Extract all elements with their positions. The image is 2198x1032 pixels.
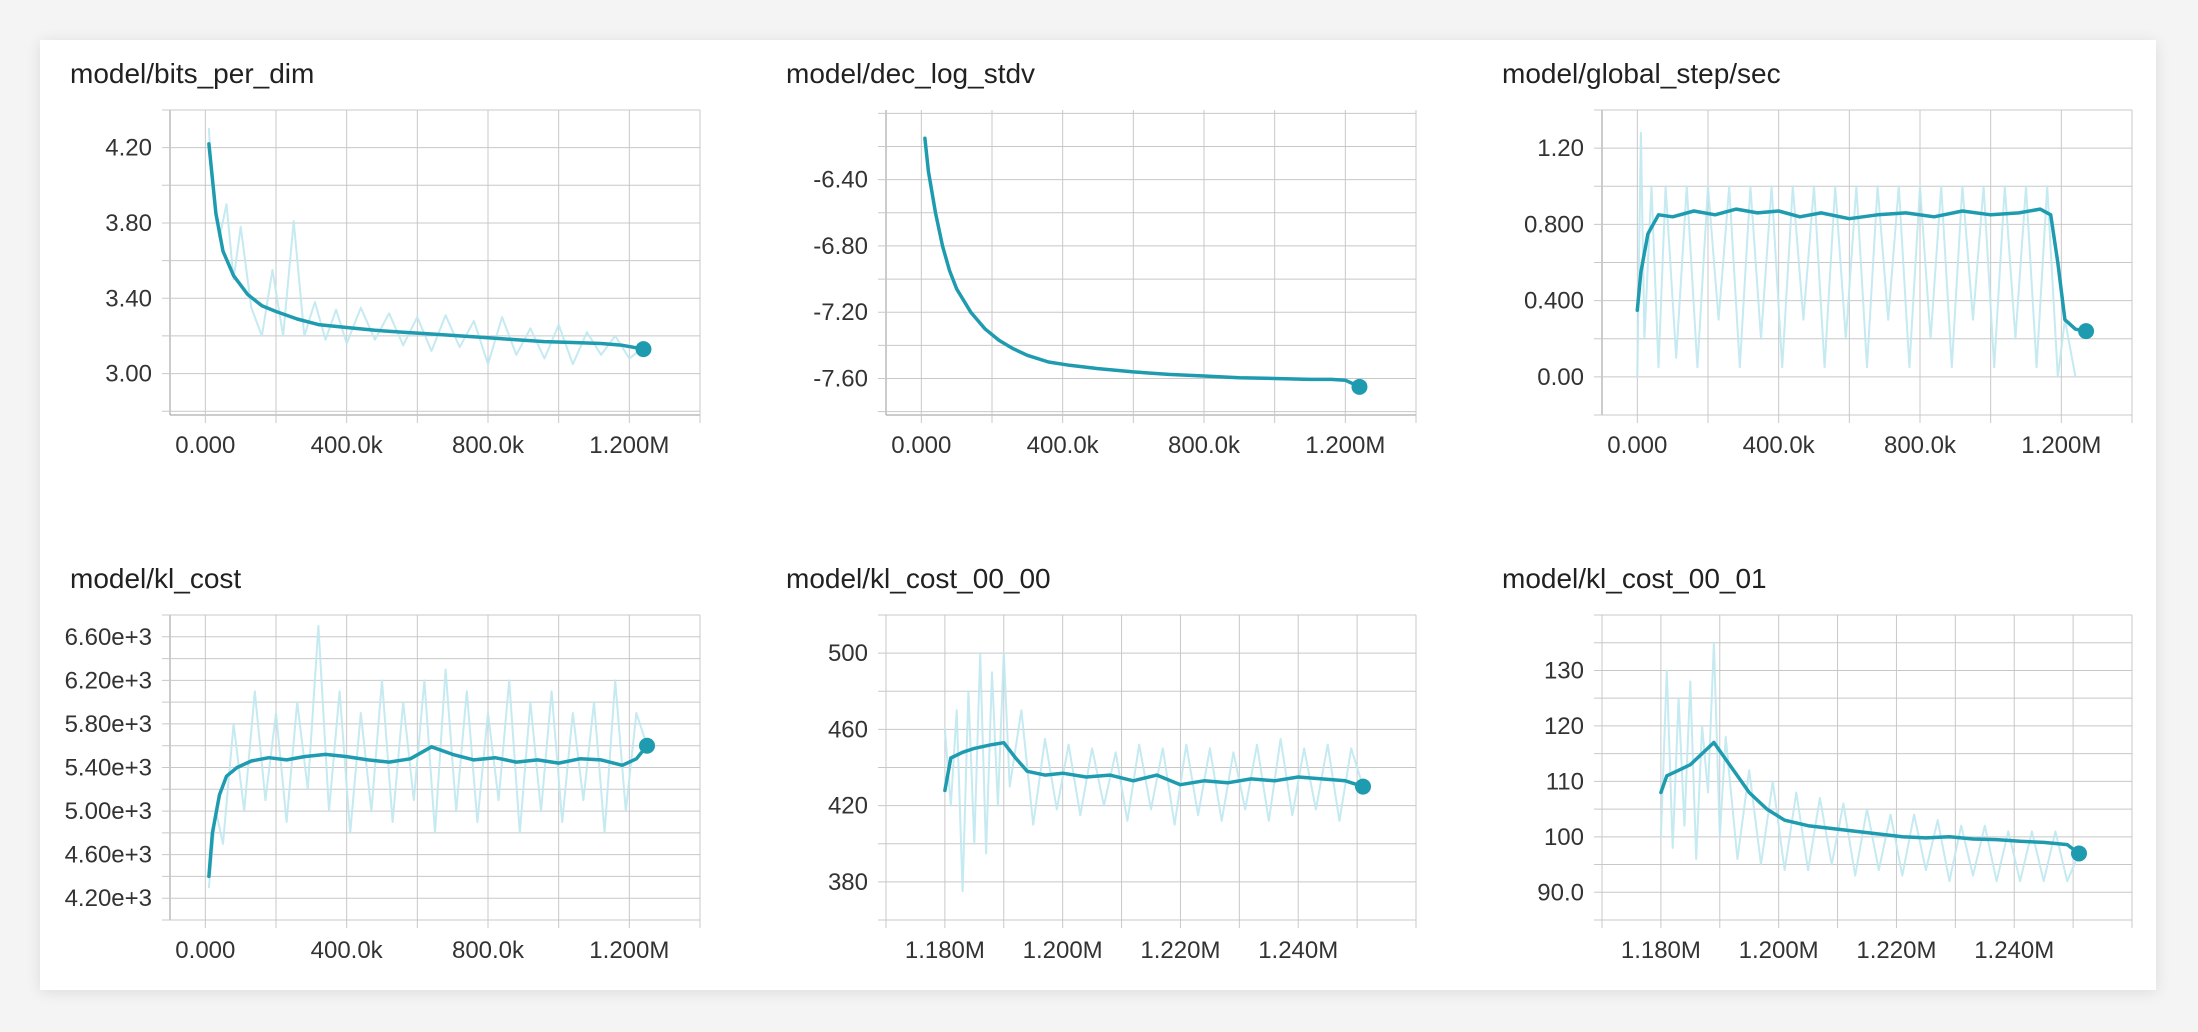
x-tick-label: 400.0k bbox=[1743, 432, 1816, 459]
x-tick-label: 1.220M bbox=[1140, 937, 1220, 964]
raw-series-line bbox=[943, 652, 1364, 893]
x-tick-label: 800.0k bbox=[1168, 432, 1241, 459]
last-value-marker bbox=[2071, 845, 2087, 862]
charts-panel: 3.00 3.40 3.80 4.20 0.000 400.0k 800.0k 1.200M … bbox=[40, 40, 2156, 990]
y-tick-label: 5.40e+3 bbox=[65, 755, 152, 782]
x-tick-label: 1.200M bbox=[1739, 937, 1819, 964]
smoothed-series-line bbox=[1635, 207, 2088, 333]
x-tick-label: 1.200M bbox=[589, 937, 669, 964]
y-tick-label: 500 bbox=[828, 640, 868, 667]
y-tick-label: 5.00e+3 bbox=[65, 798, 152, 825]
last-value-marker bbox=[1355, 778, 1371, 795]
y-tick-label: 0.00 bbox=[1537, 364, 1584, 391]
x-tick-label: 800.0k bbox=[1884, 432, 1957, 459]
x-tick-label: 1.240M bbox=[1974, 937, 2054, 964]
last-value-marker bbox=[2078, 323, 2095, 340]
raw-series-line bbox=[1636, 131, 2077, 378]
y-tick-label: 1.20 bbox=[1537, 135, 1584, 162]
y-tick-label: 460 bbox=[828, 716, 868, 743]
y-tick-label: 6.60e+3 bbox=[65, 624, 152, 651]
x-tick-label: 800.0k bbox=[452, 432, 525, 459]
x-tick-label: 1.200M bbox=[589, 432, 669, 459]
chart-card-dec-log-stdv: -7.60 -7.20 -6.80 -6.40 0.000 400.0k 800.0k 1.2… bbox=[756, 40, 1456, 520]
x-tick-label: 1.180M bbox=[1621, 937, 1701, 964]
chart-kl-cost[interactable]: 4.20e+3 4.60e+3 5.00e+3 5.40e+3 5.80e+3 6.20e… bbox=[40, 545, 740, 1025]
y-tick-label: 4.20 bbox=[105, 135, 152, 162]
y-tick-label: 3.00 bbox=[105, 361, 152, 388]
x-tick-label: 1.200M bbox=[2021, 432, 2101, 459]
chart-title-kl-cost-00-00: model/kl_cost_00_00 bbox=[786, 563, 1051, 594]
x-tick-label: 0.000 bbox=[175, 937, 235, 964]
y-tick-label: 4.60e+3 bbox=[65, 842, 152, 869]
y-tick-label: 3.40 bbox=[105, 285, 152, 312]
x-tick-label: 0.000 bbox=[1607, 432, 1667, 459]
chart-card-kl-cost-00-00: 380 420 460 500 1.180M 1.200M 1.220M 1.240M mod… bbox=[756, 545, 1456, 1025]
y-tick-label: 130 bbox=[1544, 657, 1584, 684]
x-tick-label: 1.200M bbox=[1305, 432, 1385, 459]
y-tick-label: 5.80e+3 bbox=[65, 711, 152, 738]
x-tick-label: 1.220M bbox=[1856, 937, 1936, 964]
y-tick-label: 3.80 bbox=[105, 210, 152, 237]
y-tick-label: 420 bbox=[828, 793, 868, 820]
chart-card-kl-cost-00-01: 90.0 100 110 120 130 1.180M 1.200M 1.220M 1.240M… bbox=[1472, 545, 2172, 1025]
last-value-marker bbox=[1351, 378, 1368, 395]
y-tick-label: 0.800 bbox=[1524, 211, 1584, 238]
chart-card-bits-per-dim: 3.00 3.40 3.80 4.20 0.000 400.0k 800.0k 1.200M … bbox=[40, 40, 740, 520]
chart-card-kl-cost: 4.20e+3 4.60e+3 5.00e+3 5.40e+3 5.80e+3 6.20e… bbox=[40, 545, 740, 1025]
y-tick-label: 6.20e+3 bbox=[65, 667, 152, 694]
y-tick-label: -6.80 bbox=[813, 233, 868, 260]
y-tick-label: -7.20 bbox=[813, 299, 868, 326]
chart-global-step-sec[interactable]: 0.00 0.400 0.800 1.20 0.000 400.0k 800.0k 1.200… bbox=[1472, 40, 2172, 520]
chart-title-kl-cost-00-01: model/kl_cost_00_01 bbox=[1502, 563, 1767, 594]
chart-title-kl-cost: model/kl_cost bbox=[70, 563, 242, 594]
raw-series-line bbox=[207, 127, 645, 366]
chart-kl-cost-00-00[interactable]: 380 420 460 500 1.180M 1.200M 1.220M 1.240M bbox=[756, 545, 1456, 1025]
x-tick-label: 400.0k bbox=[1027, 432, 1100, 459]
y-tick-label: 90.0 bbox=[1537, 879, 1584, 906]
smoothed-series-line bbox=[943, 740, 1365, 793]
y-tick-label: 380 bbox=[828, 869, 868, 896]
x-tick-label: 0.000 bbox=[891, 432, 951, 459]
chart-title-dec-log-stdv: model/dec_log_stdv bbox=[786, 58, 1036, 89]
raw-series-line bbox=[207, 624, 648, 889]
x-tick-label: 400.0k bbox=[311, 937, 384, 964]
smoothed-series-line bbox=[207, 743, 649, 879]
smoothed-series-line bbox=[207, 142, 646, 351]
y-tick-label: -7.60 bbox=[813, 366, 868, 393]
y-tick-label: 0.400 bbox=[1524, 288, 1584, 315]
chart-kl-cost-00-01[interactable]: 90.0 100 110 120 130 1.180M 1.200M 1.220M 1.240M bbox=[1472, 545, 2172, 1025]
x-tick-label: 1.240M bbox=[1258, 937, 1338, 964]
x-tick-label: 1.180M bbox=[905, 937, 985, 964]
y-tick-label: 110 bbox=[1546, 768, 1584, 795]
y-tick-label: -6.40 bbox=[813, 167, 868, 194]
chart-title-bits-per-dim: model/bits_per_dim bbox=[70, 58, 315, 89]
smoothed-series-line bbox=[923, 136, 1362, 389]
x-tick-label: 400.0k bbox=[311, 432, 384, 459]
y-tick-label: 120 bbox=[1544, 713, 1584, 740]
raw-series-line bbox=[1659, 641, 2080, 883]
last-value-marker bbox=[639, 737, 655, 754]
last-value-marker bbox=[635, 341, 652, 358]
smoothed-series-line bbox=[1659, 740, 2081, 856]
y-tick-label: 100 bbox=[1544, 824, 1584, 851]
x-tick-label: 1.200M bbox=[1023, 937, 1103, 964]
chart-bits-per-dim[interactable]: 3.00 3.40 3.80 4.20 0.000 400.0k 800.0k 1.200M bbox=[40, 40, 740, 520]
chart-card-global-step-sec: 0.00 0.400 0.800 1.20 0.000 400.0k 800.0k 1.200… bbox=[1472, 40, 2172, 520]
x-tick-label: 0.000 bbox=[175, 432, 235, 459]
x-tick-label: 800.0k bbox=[452, 937, 525, 964]
chart-title-global-step-sec: model/global_step/sec bbox=[1502, 58, 1781, 89]
chart-dec-log-stdv[interactable]: -7.60 -7.20 -6.80 -6.40 0.000 400.0k 800.0k 1.2… bbox=[756, 40, 1456, 520]
y-tick-label: 4.20e+3 bbox=[65, 885, 152, 912]
